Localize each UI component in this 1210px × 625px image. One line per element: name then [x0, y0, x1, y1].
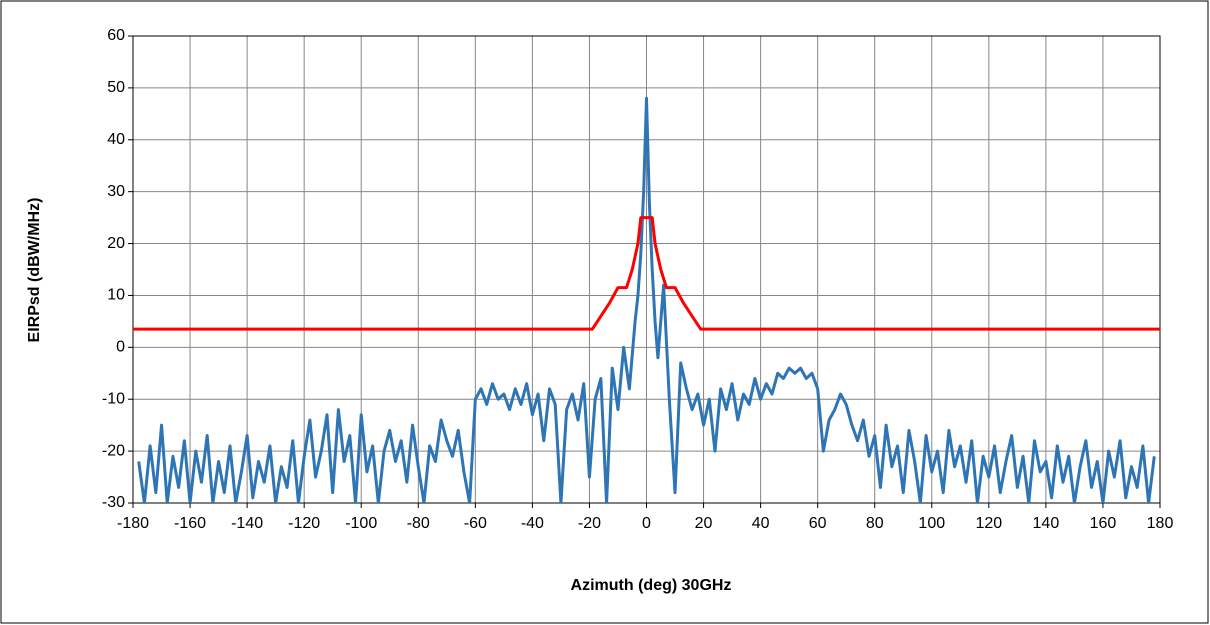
- data-line: [133, 216, 1160, 331]
- y-tick-label: 20: [107, 235, 125, 252]
- x-tick-label: 120: [975, 515, 1002, 532]
- x-tick-label: -20: [578, 515, 601, 532]
- y-tick-label: 60: [107, 27, 125, 44]
- x-tick-label: -60: [464, 515, 487, 532]
- y-tick-label: 0: [116, 339, 125, 356]
- x-tick-label: 180: [1147, 515, 1174, 532]
- data-line: [137, 96, 1156, 503]
- y-tick-label: 40: [107, 131, 125, 148]
- x-tick-label: 100: [918, 515, 945, 532]
- y-tick-label: -30: [102, 494, 125, 511]
- y-tick-label: 30: [107, 183, 125, 200]
- plot-border: [132, 35, 1161, 504]
- x-tick-label: 40: [752, 515, 770, 532]
- x-tick-label: 80: [866, 515, 884, 532]
- y-axis-title: EIRPsd (dBW/MHz): [26, 198, 43, 343]
- x-tick-label: 160: [1090, 515, 1117, 532]
- x-tick-label: -160: [174, 515, 206, 532]
- x-tick-label: -180: [117, 515, 149, 532]
- y-tick-label: 50: [107, 79, 125, 96]
- x-tick-label: -140: [231, 515, 263, 532]
- x-tick-label: -80: [407, 515, 430, 532]
- x-tick-label: 140: [1033, 515, 1060, 532]
- x-axis-title: Azimuth (deg) 30GHz: [571, 577, 732, 594]
- x-tick-label: 20: [695, 515, 713, 532]
- x-tick-label: 0: [642, 515, 651, 532]
- x-tick-label: -100: [345, 515, 377, 532]
- y-tick-label: -10: [102, 390, 125, 407]
- y-tick-label: 10: [107, 287, 125, 304]
- x-tick-label: -40: [521, 515, 544, 532]
- x-tick-label: -120: [288, 515, 320, 532]
- y-tick-label: -20: [102, 442, 125, 459]
- x-tick-label: 60: [809, 515, 827, 532]
